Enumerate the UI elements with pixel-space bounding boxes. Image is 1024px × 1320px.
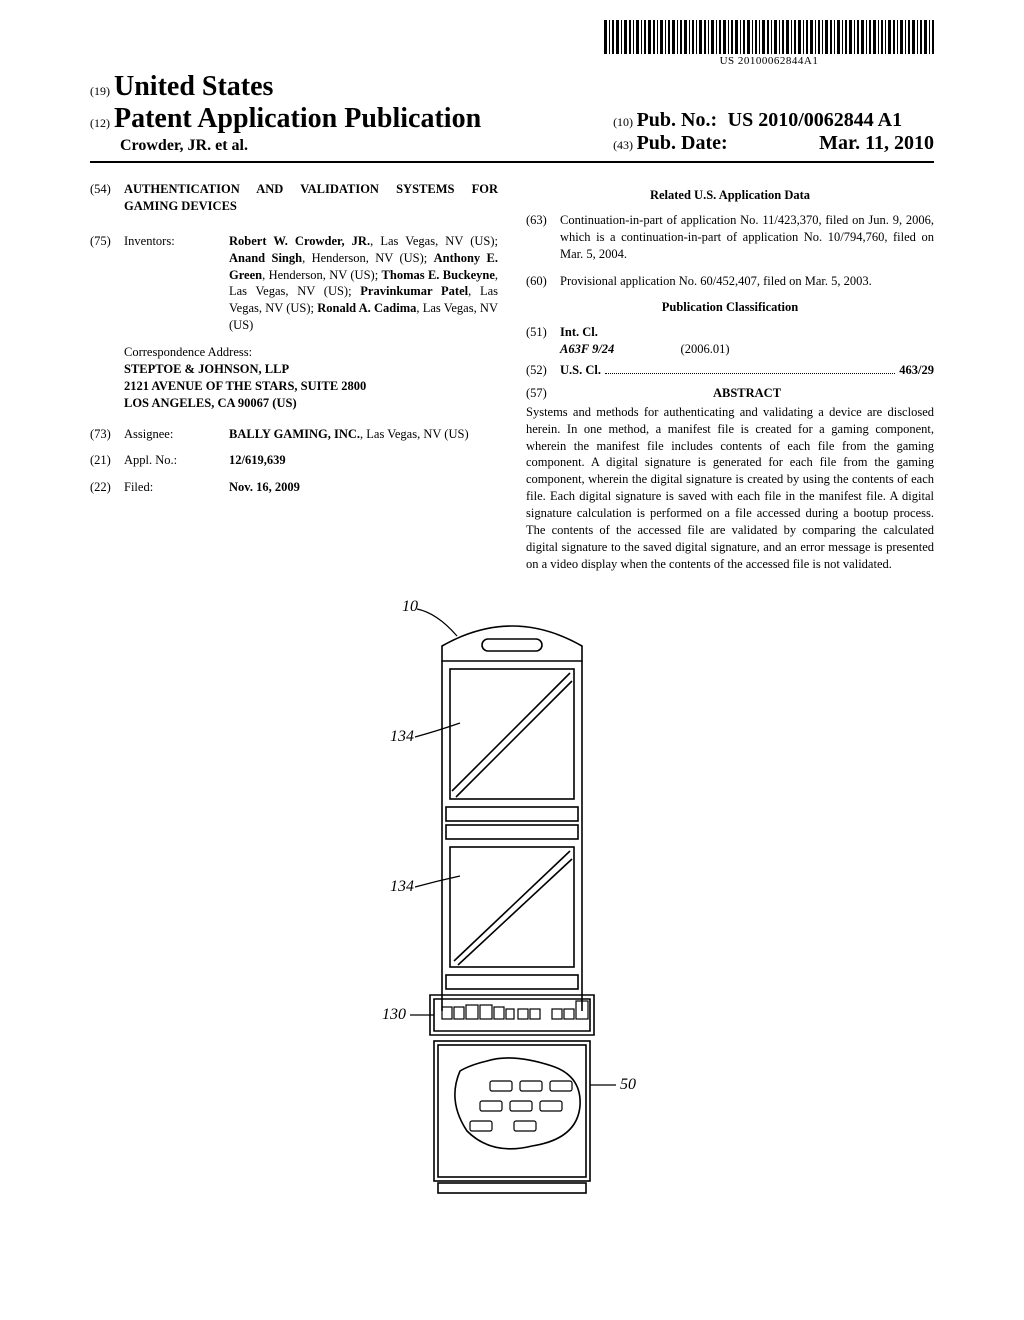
assignee-name: BALLY GAMING, INC.	[229, 427, 360, 441]
appl-no-value: 12/619,639	[229, 453, 286, 467]
correspondence-line2: 2121 AVENUE OF THE STARS, SUITE 2800	[124, 379, 366, 393]
field-assignee: (73) Assignee: BALLY GAMING, INC., Las V…	[90, 426, 498, 443]
classification-heading: Publication Classification	[526, 299, 934, 316]
assignee-rest: , Las Vegas, NV (US)	[360, 427, 469, 441]
abstract-body: Systems and methods for authenticating a…	[526, 404, 934, 573]
header-left: (19) United States (12) Patent Applicati…	[90, 71, 481, 155]
field-inventors: (75) Inventors: Robert W. Crowder, JR., …	[90, 233, 498, 334]
field-num-60: (60)	[526, 273, 560, 290]
publication-type: Patent Application Publication	[114, 103, 481, 134]
field-num-63: (63)	[526, 212, 560, 263]
inventors-label: Inventors:	[124, 233, 229, 334]
appl-no-body: 12/619,639	[229, 452, 498, 469]
figure-label-134a: 134	[390, 728, 414, 745]
pub-no: US 2010/0062844 A1	[728, 109, 902, 131]
pub-date: Mar. 11, 2010	[819, 132, 934, 154]
header: (19) United States (12) Patent Applicati…	[90, 71, 934, 163]
int-cl-edition: (2006.01)	[681, 342, 730, 356]
int-cl-body: Int. Cl. A63F 9/24 (2006.01)	[560, 324, 934, 358]
figure-label-50: 50	[620, 1076, 636, 1093]
barcode-region: US 20100062844A1	[90, 20, 934, 69]
figure: 10 134 134	[90, 591, 934, 1206]
field-num-73: (73)	[90, 426, 124, 443]
bibliographic-columns: (54) AUTHENTICATION AND VALIDATION SYSTE…	[90, 181, 934, 573]
field-63-body: Continuation-in-part of application No. …	[560, 212, 934, 263]
country: United States	[114, 71, 273, 102]
abstract-heading-text: ABSTRACT	[713, 386, 781, 400]
correspondence-heading: Correspondence Address:	[124, 344, 498, 361]
pub-date-label: Pub. Date:	[637, 132, 728, 154]
figure-label-10: 10	[402, 598, 418, 615]
title-text: AUTHENTICATION AND VALIDATION SYSTEMS FO…	[124, 181, 498, 215]
filed-value: Nov. 16, 2009	[229, 480, 300, 494]
field-63: (63) Continuation-in-part of application…	[526, 212, 934, 263]
us-cl-dots	[605, 373, 895, 374]
barcode: US 20100062844A1	[604, 20, 934, 67]
us-cl-value: 463/29	[899, 362, 934, 379]
inventors-body: Robert W. Crowder, JR., Las Vegas, NV (U…	[229, 233, 498, 334]
abstract-heading: ABSTRACT	[560, 385, 934, 402]
int-cl-label: Int. Cl.	[560, 325, 598, 339]
field-51: (51) Int. Cl. A63F 9/24 (2006.01)	[526, 324, 934, 358]
correspondence-address: Correspondence Address: STEPTOE & JOHNSO…	[124, 344, 498, 412]
field-num-10: (10)	[613, 115, 633, 129]
field-num-51: (51)	[526, 324, 560, 358]
filed-body: Nov. 16, 2009	[229, 479, 498, 496]
figure-label-130: 130	[382, 1006, 406, 1023]
barcode-text: US 20100062844A1	[604, 55, 934, 67]
header-right: (10) Pub. No.: US 2010/0062844 A1 (43) P…	[613, 109, 934, 155]
field-num-12: (12)	[90, 116, 110, 130]
assignee-label: Assignee:	[124, 426, 229, 443]
field-num-19: (19)	[90, 84, 110, 98]
header-authors: Crowder, JR. et al.	[120, 137, 481, 155]
field-num-52: (52)	[526, 362, 560, 379]
field-num-75: (75)	[90, 233, 124, 334]
field-60-body: Provisional application No. 60/452,407, …	[560, 273, 934, 290]
related-heading: Related U.S. Application Data	[526, 187, 934, 204]
us-cl-label: U.S. Cl.	[560, 362, 601, 379]
correspondence-line3: LOS ANGELES, CA 90067 (US)	[124, 396, 297, 410]
right-column: Related U.S. Application Data (63) Conti…	[526, 181, 934, 573]
field-num-21: (21)	[90, 452, 124, 469]
appl-no-label: Appl. No.:	[124, 452, 229, 469]
int-cl-code: A63F 9/24	[560, 342, 614, 356]
field-num-54: (54)	[90, 181, 124, 215]
field-title: (54) AUTHENTICATION AND VALIDATION SYSTE…	[90, 181, 498, 215]
field-num-43: (43)	[613, 138, 633, 152]
field-60: (60) Provisional application No. 60/452,…	[526, 273, 934, 290]
field-appl-no: (21) Appl. No.: 12/619,639	[90, 452, 498, 469]
field-filed: (22) Filed: Nov. 16, 2009	[90, 479, 498, 496]
field-num-57: (57)	[526, 385, 560, 402]
assignee-body: BALLY GAMING, INC., Las Vegas, NV (US)	[229, 426, 498, 443]
filed-label: Filed:	[124, 479, 229, 496]
figure-label-134b: 134	[390, 878, 414, 895]
left-column: (54) AUTHENTICATION AND VALIDATION SYSTE…	[90, 181, 498, 573]
pub-no-label: Pub. No.:	[637, 109, 718, 131]
correspondence-line1: STEPTOE & JOHNSON, LLP	[124, 362, 289, 376]
field-52: (52) U.S. Cl. 463/29	[526, 362, 934, 379]
us-cl-body: U.S. Cl. 463/29	[560, 362, 934, 379]
field-57: (57) ABSTRACT	[526, 385, 934, 402]
field-num-22: (22)	[90, 479, 124, 496]
